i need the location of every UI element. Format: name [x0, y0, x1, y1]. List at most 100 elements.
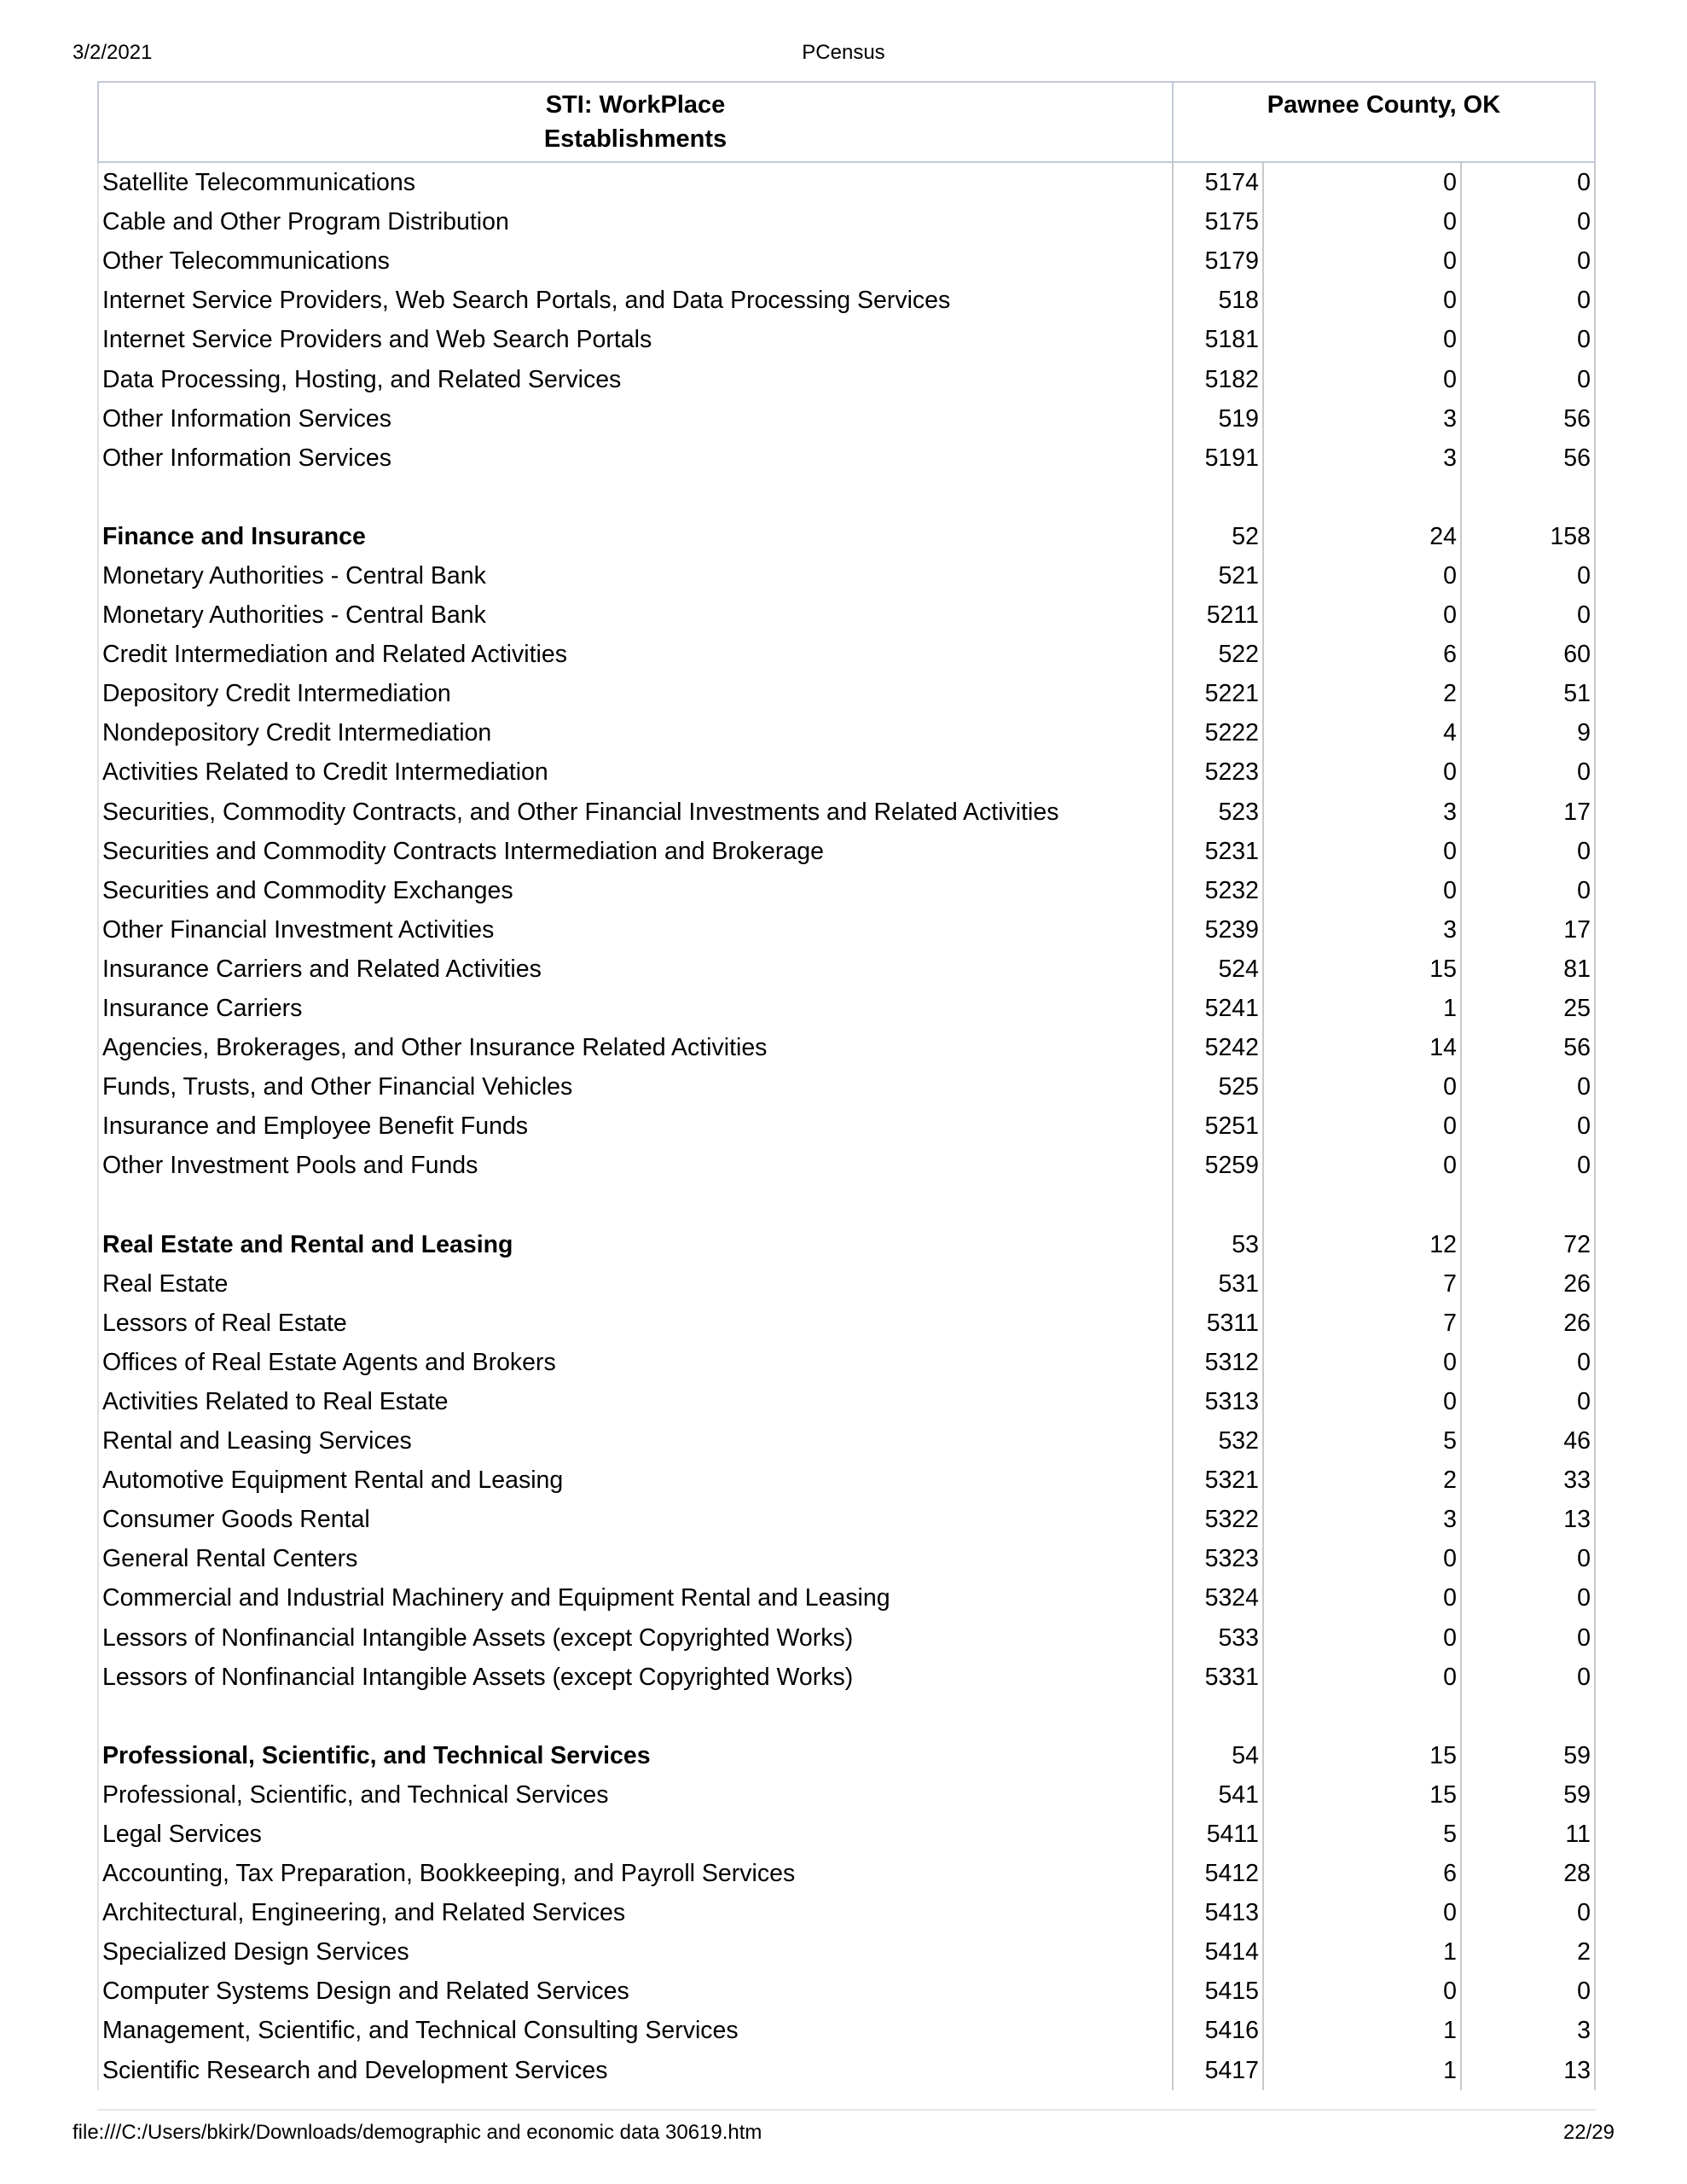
establishments-value: 0 — [1262, 1381, 1461, 1421]
establishments-value: 0 — [1262, 202, 1461, 242]
employees-value: 0 — [1460, 1539, 1596, 1579]
establishments-value: 4 — [1262, 713, 1461, 753]
employees-value: 46 — [1460, 1421, 1596, 1461]
row-label: Commercial and Industrial Machinery and … — [97, 1578, 1173, 1618]
establishments-value: 0 — [1262, 281, 1461, 321]
section-header-row: Professional, Scientific, and Technical … — [97, 1735, 1596, 1775]
row-label: Other Financial Investment Activities — [97, 909, 1173, 950]
naics-code: 5182 — [1172, 359, 1263, 399]
employees-value: 56 — [1460, 398, 1596, 439]
employees-value: 0 — [1460, 162, 1596, 203]
table-row: Securities and Commodity Exchanges 5232 0 0 — [97, 870, 1596, 910]
row-label: Activities Related to Real Estate — [97, 1381, 1173, 1421]
table-row: Internet Service Providers and Web Searc… — [97, 320, 1596, 360]
establishments-value: 7 — [1262, 1303, 1461, 1343]
establishments-value: 0 — [1262, 831, 1461, 871]
naics-code: 5179 — [1172, 241, 1263, 282]
naics-code — [1172, 1696, 1263, 1736]
establishments-value: 3 — [1262, 438, 1461, 478]
establishments-value: 0 — [1262, 1972, 1461, 2012]
naics-code: 523 — [1172, 792, 1263, 832]
naics-code: 5415 — [1172, 1972, 1263, 2012]
table-row: Insurance Carriers and Related Activitie… — [97, 949, 1596, 989]
establishments-value: 0 — [1262, 752, 1461, 793]
table-row: Consumer Goods Rental 5322 3 13 — [97, 1500, 1596, 1540]
row-label — [97, 1696, 1173, 1736]
row-label — [97, 477, 1173, 517]
employees-value: 2 — [1460, 1932, 1596, 1972]
employees-value: 28 — [1460, 1854, 1596, 1894]
page-number: 22/29 — [1562, 2121, 1615, 2144]
row-label: General Rental Centers — [97, 1539, 1173, 1579]
table-row: Professional, Scientific, and Technical … — [97, 1774, 1596, 1815]
table-row: Other Information Services 5191 3 56 — [97, 438, 1596, 478]
naics-code: 541 — [1172, 1774, 1263, 1815]
employees-value: 0 — [1460, 1893, 1596, 1933]
employees-value: 0 — [1460, 1146, 1596, 1186]
employees-value: 17 — [1460, 792, 1596, 832]
employees-value: 59 — [1460, 1774, 1596, 1815]
table-row: Scientific Research and Development Serv… — [97, 2050, 1596, 2090]
naics-code: 53 — [1172, 1224, 1263, 1264]
naics-code: 5322 — [1172, 1500, 1263, 1540]
footer-url: file:///C:/Users/bkirk/Downloads/demogra… — [72, 2121, 762, 2144]
establishments-value: 0 — [1262, 870, 1461, 910]
table-row: Other Financial Investment Activities 523… — [97, 909, 1596, 950]
naics-code: 5312 — [1172, 1342, 1263, 1382]
establishments-value: 0 — [1262, 1893, 1461, 1933]
employees-value — [1460, 477, 1596, 517]
table-row: Accounting, Tax Preparation, Bookkeeping… — [97, 1854, 1596, 1894]
naics-code: 5242 — [1172, 1028, 1263, 1068]
establishments-value: 2 — [1262, 1461, 1461, 1501]
row-label: Professional, Scientific, and Technical … — [97, 1735, 1173, 1775]
employees-value: 0 — [1460, 555, 1596, 596]
header-line-2: Establishments — [543, 125, 728, 153]
establishments-value: 0 — [1262, 1578, 1461, 1618]
employees-value: 9 — [1460, 713, 1596, 753]
table-row: Offices of Real Estate Agents and Broker… — [97, 1342, 1596, 1382]
blank-row — [97, 1696, 1596, 1736]
naics-code: 519 — [1172, 398, 1263, 439]
employees-value: 0 — [1460, 320, 1596, 360]
row-label: Internet Service Providers and Web Searc… — [97, 320, 1173, 360]
establishments-value: 0 — [1262, 241, 1461, 282]
establishments-value: 1 — [1262, 988, 1461, 1029]
row-label: Securities and Commodity Exchanges — [97, 870, 1173, 910]
employees-value: 60 — [1460, 635, 1596, 675]
row-label: Finance and Insurance — [97, 516, 1173, 556]
row-label: Other Telecommunications — [97, 241, 1173, 282]
naics-code: 5417 — [1172, 2050, 1263, 2090]
table-row: Monetary Authorities - Central Bank 5211 0… — [97, 595, 1596, 636]
establishments-value: 0 — [1262, 1342, 1461, 1382]
employees-value: 3 — [1460, 2011, 1596, 2051]
row-label: Management, Scientific, and Technical Co… — [97, 2011, 1173, 2051]
employees-value: 0 — [1460, 1381, 1596, 1421]
establishments-value: 6 — [1262, 635, 1461, 675]
naics-code: 5181 — [1172, 320, 1263, 360]
naics-code: 5311 — [1172, 1303, 1263, 1343]
table-row: Internet Service Providers, Web Search P… — [97, 281, 1596, 321]
row-label: Other Information Services — [97, 398, 1173, 439]
employees-value: 56 — [1460, 438, 1596, 478]
establishments-value: 0 — [1262, 1657, 1461, 1697]
employees-value: 0 — [1460, 870, 1596, 910]
employees-value: 0 — [1460, 1067, 1596, 1107]
table-row: Depository Credit Intermediation 5221 2 51 — [97, 674, 1596, 714]
establishments-value: 0 — [1262, 1539, 1461, 1579]
row-label: Insurance Carriers — [97, 988, 1173, 1029]
row-label: Specialized Design Services — [97, 1932, 1173, 1972]
table-row: Agencies, Brokerages, and Other Insuranc… — [97, 1028, 1596, 1068]
employees-value: 0 — [1460, 359, 1596, 399]
table-row: Nondepository Credit Intermediation 5222 4… — [97, 713, 1596, 753]
employees-value: 56 — [1460, 1028, 1596, 1068]
table-row: Activities Related to Real Estate 5313 0 0 — [97, 1381, 1596, 1421]
row-label: Real Estate and Rental and Leasing — [97, 1224, 1173, 1264]
naics-code: 5241 — [1172, 988, 1263, 1029]
row-label: Satellite Telecommunications — [97, 162, 1173, 203]
establishments-value: 0 — [1262, 1107, 1461, 1147]
employees-value: 0 — [1460, 1578, 1596, 1618]
table-row: Lessors of Real Estate 5311 7 26 — [97, 1303, 1596, 1343]
establishments-value: 1 — [1262, 2011, 1461, 2051]
table-row: Cable and Other Program Distribution 5175… — [97, 202, 1596, 242]
naics-code: 5313 — [1172, 1381, 1263, 1421]
